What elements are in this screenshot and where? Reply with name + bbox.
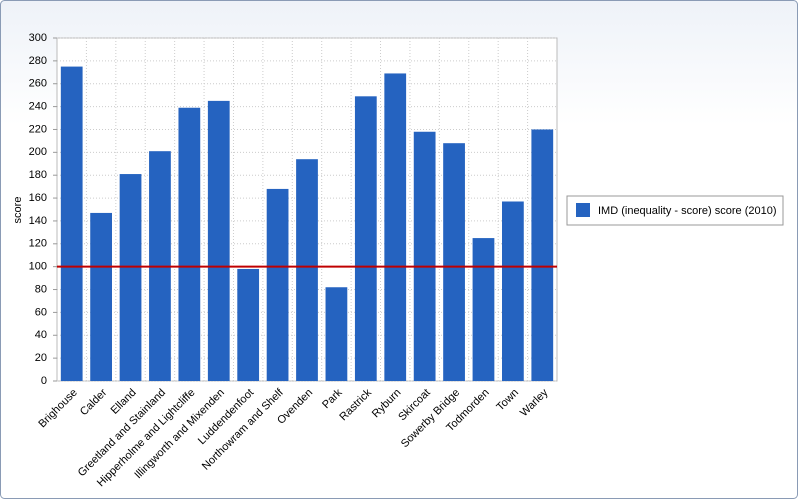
y-tick-label: 40 — [35, 329, 47, 341]
bar — [266, 188, 289, 381]
y-tick-label: 0 — [41, 375, 47, 387]
legend — [566, 195, 784, 226]
y-tick-label: 180 — [29, 169, 47, 181]
y-tick-label: 200 — [29, 146, 47, 158]
y-tick-label: 100 — [29, 261, 47, 273]
y-tick-label: 60 — [35, 306, 47, 318]
legend-label: IMD (inequality - score) score (2010) — [598, 205, 777, 217]
bar — [443, 143, 465, 381]
bar — [90, 212, 112, 381]
bar — [413, 131, 436, 381]
y-tick-label: 240 — [29, 101, 47, 113]
y-tick-label: 220 — [29, 123, 47, 135]
bar — [531, 129, 554, 381]
y-tick-label: 260 — [29, 78, 47, 90]
bar — [502, 201, 524, 381]
bar — [178, 107, 201, 381]
bar — [237, 268, 260, 381]
bar — [325, 287, 348, 381]
bar — [296, 159, 318, 381]
y-tick-label: 140 — [29, 215, 47, 227]
y-tick-label: 20 — [35, 352, 47, 364]
bar — [60, 66, 83, 381]
bar — [119, 174, 142, 381]
bar — [354, 96, 377, 381]
y-tick-label: 160 — [29, 192, 47, 204]
y-tick-label: 80 — [35, 283, 47, 295]
bar — [207, 100, 230, 381]
bar — [384, 73, 407, 382]
y-axis-label: score — [12, 197, 24, 224]
y-tick-label: 120 — [29, 238, 47, 250]
y-tick-label: 280 — [29, 55, 47, 67]
bar — [472, 238, 495, 381]
y-tick-label: 300 — [29, 32, 47, 44]
legend-swatch — [576, 203, 590, 217]
